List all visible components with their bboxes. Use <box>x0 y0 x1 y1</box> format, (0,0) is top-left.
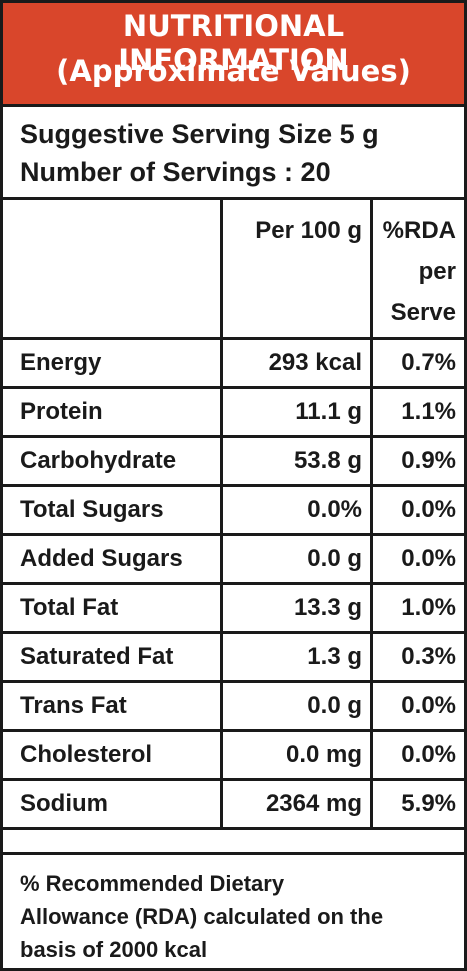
serving-info: Suggestive Serving Size 5 g Number of Se… <box>3 104 464 200</box>
per-100g-value: 53.8 g <box>220 435 373 487</box>
per-100g-value: 0.0 mg <box>220 729 373 781</box>
header-rda-line3: Serve <box>390 299 456 326</box>
footnote-line3: basis of 2000 kcal <box>20 937 208 962</box>
per-100g-value: 1.3 g <box>220 631 373 683</box>
table-row: Trans Fat 0.0 g 0.0% <box>3 680 464 732</box>
header-rda-line1: %RDA <box>382 217 456 244</box>
rda-value: 0.0% <box>370 729 464 781</box>
nutrient-name: Trans Fat <box>3 680 223 732</box>
table-header-row: Per 100 g %RDA per Serve <box>3 200 464 340</box>
per-100g-value: 11.1 g <box>220 386 373 438</box>
rda-value: 1.1% <box>370 386 464 438</box>
header-rda-line2: per <box>418 258 456 285</box>
header-empty-cell <box>3 200 223 340</box>
rda-value: 5.9% <box>370 778 464 830</box>
table-row: Saturated Fat 1.3 g 0.3% <box>3 631 464 683</box>
rda-value: 0.0% <box>370 484 464 536</box>
rda-value: 0.0% <box>370 533 464 585</box>
serving-size: Suggestive Serving Size 5 g <box>20 119 379 149</box>
rda-value: 1.0% <box>370 582 464 634</box>
table-row: Carbohydrate 53.8 g 0.9% <box>3 435 464 487</box>
rda-value: 0.9% <box>370 435 464 487</box>
per-100g-value: 13.3 g <box>220 582 373 634</box>
table-row: Total Fat 13.3 g 1.0% <box>3 582 464 634</box>
footnote-line2: Allowance (RDA) calculated on the <box>20 904 384 929</box>
nutrient-name: Added Sugars <box>3 533 223 585</box>
nutrient-name: Saturated Fat <box>3 631 223 683</box>
table-row: Total Sugars 0.0% 0.0% <box>3 484 464 536</box>
table-row: Energy 293 kcal 0.7% <box>3 338 464 389</box>
nutrient-name: Carbohydrate <box>3 435 223 487</box>
header-rda: %RDA per Serve <box>370 200 464 340</box>
label-subtitle: (Approximate Values) <box>56 54 411 88</box>
rda-footnote: % Recommended Dietary Allowance (RDA) ca… <box>3 852 464 968</box>
table-row: Added Sugars 0.0 g 0.0% <box>3 533 464 585</box>
rda-value: 0.0% <box>370 680 464 732</box>
nutrition-table: Per 100 g %RDA per Serve Energy 293 kcal 0… <box>3 200 464 830</box>
per-100g-value: 2364 mg <box>220 778 373 830</box>
table-row: Sodium 2364 mg 5.9% <box>3 778 464 830</box>
footnote-line1: % Recommended Dietary <box>20 871 285 896</box>
header-per-100g: Per 100 g <box>220 200 373 340</box>
nutrient-name: Protein <box>3 386 223 438</box>
nutrient-name: Energy <box>3 338 223 389</box>
rda-value: 0.3% <box>370 631 464 683</box>
table-row: Cholesterol 0.0 mg 0.0% <box>3 729 464 781</box>
nutrient-name: Total Sugars <box>3 484 223 536</box>
label-title: NUTRITIONAL INFORMATION <box>118 9 349 77</box>
per-100g-value: 0.0 g <box>220 680 373 732</box>
table-row: Protein 11.1 g 1.1% <box>3 386 464 438</box>
rda-value: 0.7% <box>370 338 464 389</box>
nutrient-name: Sodium <box>3 778 223 830</box>
servings-count: Number of Servings : 20 <box>20 157 331 187</box>
label-header: NUTRITIONAL INFORMATION (Approximate Val… <box>3 3 464 104</box>
per-100g-value: 0.0 g <box>220 533 373 585</box>
nutrient-name: Cholesterol <box>3 729 223 781</box>
nutrient-name: Total Fat <box>3 582 223 634</box>
per-100g-value: 293 kcal <box>220 338 373 389</box>
per-100g-value: 0.0% <box>220 484 373 536</box>
